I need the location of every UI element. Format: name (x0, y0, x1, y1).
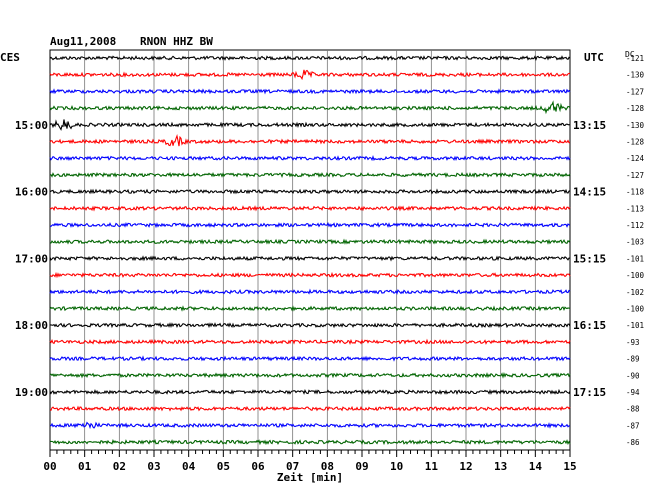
right-hour-label: 14:15 (573, 186, 606, 199)
label-group: -121 -130 -127 -128 -130 -128 -124 -127 -118 -113… (15, 54, 645, 447)
dc-offset-label: -100 (626, 305, 645, 314)
date-label: Aug11,2008 (50, 35, 116, 48)
trace-line (49, 69, 570, 81)
left-hour-label: 17:00 (15, 252, 48, 265)
right-hour-label: 16:15 (573, 319, 606, 332)
trace-line (49, 271, 571, 279)
trace-line (49, 439, 571, 446)
x-tick-label: 04 (182, 460, 196, 473)
station-label: RNON HHZ BW (140, 35, 213, 48)
trace-line (49, 88, 571, 95)
dc-offset-label: -86 (626, 438, 640, 447)
dc-offset-label: -89 (626, 355, 640, 364)
left-timezone-label: CES (0, 51, 20, 64)
x-tick-label: 14 (529, 460, 543, 473)
dc-offset-label: -101 (626, 321, 644, 330)
right-hour-label: 13:15 (573, 119, 606, 132)
dc-offset-label: -124 (626, 154, 645, 163)
x-tick-label: 15 (563, 460, 576, 473)
trace-line (49, 133, 571, 147)
x-tick-label: 06 (251, 460, 265, 473)
trace-line (49, 355, 571, 362)
left-hour-label: 16:00 (15, 186, 48, 199)
trace-line (49, 171, 571, 179)
trace-line (49, 405, 571, 412)
dc-offset-label: -102 (626, 288, 644, 297)
x-tick-label: 05 (217, 460, 230, 473)
dc-offset-label: -128 (626, 104, 645, 113)
x-axis-label: Zeit [min] (277, 471, 343, 484)
trace-line (49, 421, 571, 430)
trace-line (49, 305, 571, 312)
left-hour-label: 18:00 (15, 319, 48, 332)
dc-offset-label: -128 (626, 138, 645, 147)
dc-offset-label: -130 (626, 121, 645, 130)
dc-offset-label: -101 (626, 254, 644, 263)
trace-line (49, 288, 571, 295)
x-tick-label: 07 (286, 460, 299, 473)
dc-offset-label: -127 (626, 87, 644, 96)
dc-offset-label: -113 (626, 204, 644, 213)
x-tick-label: 02 (113, 460, 126, 473)
trace-line (49, 100, 571, 115)
right-hour-label: 15:15 (573, 252, 606, 265)
trace-line (49, 238, 571, 245)
dc-offset-label: -94 (626, 388, 640, 397)
dc-label: DC (625, 50, 635, 59)
trace-group (49, 55, 571, 446)
left-hour-label: 15:00 (15, 119, 48, 132)
x-axis: 00 01 02 03 04 05 06 07 08 09 10 11 12 13 14 15 (43, 450, 577, 473)
dc-offset-label: -112 (626, 221, 644, 230)
x-tick-label: 01 (78, 460, 92, 473)
time-grid (49, 49, 571, 451)
x-tick-label: 11 (425, 460, 439, 473)
trace-line (49, 155, 571, 162)
x-tick-label: 00 (43, 460, 56, 473)
dc-offset-label: -130 (626, 71, 645, 80)
trace-line (50, 222, 571, 229)
trace-line (49, 188, 571, 195)
trace-line (49, 205, 571, 212)
trace-line (49, 388, 571, 395)
dc-offset-label: -100 (626, 271, 645, 280)
x-tick-label: 13 (494, 460, 507, 473)
trace-line (49, 372, 571, 379)
dc-offset-label: -93 (626, 338, 640, 347)
dc-offset-label: -103 (626, 238, 644, 247)
dc-offset-label: -121 (626, 54, 644, 63)
dc-offset-label: -88 (626, 405, 640, 414)
dc-offset-label: -90 (626, 371, 640, 380)
x-tick-label: 03 (147, 460, 160, 473)
left-hour-label: 19:00 (15, 386, 48, 399)
x-tick-label: 08 (321, 460, 334, 473)
trace-line (49, 322, 571, 329)
right-timezone-label: UTC (584, 51, 604, 64)
dc-offset-label: -127 (626, 171, 644, 180)
x-tick-label: 12 (459, 460, 472, 473)
trace-line (49, 255, 570, 262)
trace-line (49, 119, 571, 131)
right-hour-label: 17:15 (573, 386, 606, 399)
trace-line (49, 338, 571, 345)
dc-offset-label: -118 (626, 188, 645, 197)
plot-frame (49, 49, 571, 451)
x-tick-label: 10 (390, 460, 403, 473)
trace-line (49, 55, 571, 61)
dc-offset-label: -87 (626, 421, 640, 430)
x-tick-label: 09 (355, 460, 368, 473)
